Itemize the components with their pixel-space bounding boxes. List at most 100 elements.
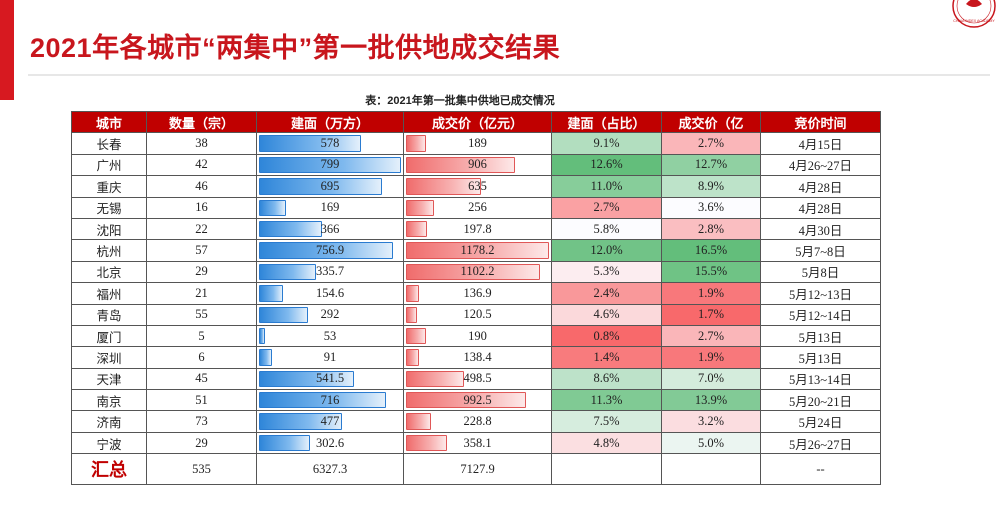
header-price: 成交价（亿元）: [403, 110, 552, 134]
cell-area-value: 169: [320, 200, 340, 215]
cell-price-value: 498.5: [463, 371, 492, 386]
price-databar: [406, 392, 526, 409]
cell-bid-time: 5月13日: [760, 324, 881, 348]
price-databar: [406, 306, 418, 323]
price-databar: [406, 327, 426, 345]
area-databar: [259, 434, 311, 452]
header-area: 建面（万方）: [256, 110, 404, 134]
total-area-share: [551, 453, 662, 486]
cell-price-share: 8.9%: [661, 175, 761, 198]
total-label: 汇总: [71, 453, 147, 486]
cell-price-value: 120.5: [463, 307, 492, 322]
total-count: 535: [146, 453, 257, 486]
cell-city: 北京: [71, 260, 147, 284]
cell-area-value: 91: [323, 349, 337, 364]
cell-area-value: 53: [323, 328, 337, 343]
cell-area: 716: [256, 389, 404, 412]
cell-count: 51: [146, 389, 257, 412]
total-price-share: [661, 453, 761, 486]
cell-price-share: 15.5%: [661, 260, 761, 284]
cell-city: 深圳: [71, 346, 147, 369]
cell-city: 重庆: [71, 175, 147, 198]
cell-price-value: 197.8: [463, 221, 492, 236]
land-supply-table: 城市 数量（宗） 建面（万方） 成交价（亿元） 建面（占比） 成交价（亿 竞价时…: [71, 110, 881, 486]
cell-price-share: 16.5%: [661, 239, 761, 262]
cell-count: 16: [146, 196, 257, 219]
cell-area: 335.7: [256, 260, 404, 284]
cell-area-value: 541.5: [315, 371, 345, 386]
academy-logo: CHINA INDEX ACADEMY: [948, 0, 998, 40]
cell-city: 宁波: [71, 431, 147, 455]
cell-count: 6: [146, 346, 257, 369]
cell-price-share: 1.7%: [661, 303, 761, 326]
cell-count: 29: [146, 260, 257, 284]
area-databar: [259, 135, 361, 152]
title-divider: [28, 74, 990, 76]
table-row: 济南 73 477 228.8 7.5% 3.2% 5月24日: [71, 410, 881, 433]
cell-area: 154.6: [256, 282, 404, 305]
cell-price: 190: [403, 324, 552, 348]
cell-city: 天津: [71, 367, 147, 391]
area-databar: [259, 392, 386, 409]
area-databar: [259, 370, 354, 388]
cell-count: 42: [146, 153, 257, 177]
cell-count: 38: [146, 132, 257, 155]
area-databar: [259, 242, 394, 259]
cell-bid-time: 5月13~14日: [760, 367, 881, 391]
price-databar: [406, 220, 427, 238]
area-databar: [259, 306, 309, 323]
cell-price-share: 3.2%: [661, 410, 761, 433]
table-row: 长春 38 578 189 9.1% 2.7% 4月15日: [71, 132, 881, 155]
cell-count: 5: [146, 324, 257, 348]
total-bid-time: --: [760, 453, 881, 486]
area-databar: [259, 349, 272, 366]
cell-price-share: 7.0%: [661, 367, 761, 391]
cell-city: 福州: [71, 282, 147, 305]
cell-area-share: 11.0%: [551, 175, 662, 198]
table-row: 宁波 29 302.6 358.1 4.8% 5.0% 5月26~27日: [71, 431, 881, 455]
cell-area: 366: [256, 217, 404, 241]
cell-count: 22: [146, 217, 257, 241]
cell-bid-time: 5月12~13日: [760, 282, 881, 305]
cell-area-share: 11.3%: [551, 389, 662, 412]
cell-area-share: 9.1%: [551, 132, 662, 155]
table-row: 深圳 6 91 138.4 1.4% 1.9% 5月13日: [71, 346, 881, 369]
cell-city: 长春: [71, 132, 147, 155]
cell-price: 228.8: [403, 410, 552, 433]
cell-bid-time: 4月30日: [760, 217, 881, 241]
area-databar: [259, 156, 401, 174]
cell-price: 906: [403, 153, 552, 177]
cell-area-share: 2.7%: [551, 196, 662, 219]
cell-area-share: 0.8%: [551, 324, 662, 348]
cell-price: 1102.2: [403, 260, 552, 284]
cell-area-value: 477: [320, 414, 340, 429]
cell-area-share: 7.5%: [551, 410, 662, 433]
cell-price-value: 358.1: [463, 435, 492, 450]
cell-price-value: 906: [468, 157, 487, 172]
header-city: 城市: [71, 110, 147, 134]
table-row: 沈阳 22 366 197.8 5.8% 2.8% 4月30日: [71, 217, 881, 241]
price-databar: [406, 242, 549, 259]
cell-area-share: 4.8%: [551, 431, 662, 455]
slide-title: 2021年各城市“两集中”第一批供地成交结果: [30, 33, 561, 63]
price-databar: [406, 285, 420, 302]
cell-area: 695: [256, 175, 404, 198]
cell-price: 992.5: [403, 389, 552, 412]
cell-count: 29: [146, 431, 257, 455]
cell-area-share: 12.0%: [551, 239, 662, 262]
table-row: 厦门 5 53 190 0.8% 2.7% 5月13日: [71, 324, 881, 348]
cell-price-value: 1102.2: [460, 264, 495, 279]
cell-area: 578: [256, 132, 404, 155]
cell-area: 541.5: [256, 367, 404, 391]
cell-price: 197.8: [403, 217, 552, 241]
cell-area-share: 8.6%: [551, 367, 662, 391]
cell-count: 73: [146, 410, 257, 433]
price-databar: [406, 263, 540, 281]
cell-city: 南京: [71, 389, 147, 412]
area-databar: [259, 413, 343, 430]
cell-price: 358.1: [403, 431, 552, 455]
price-databar: [406, 370, 465, 388]
cell-bid-time: 5月12~14日: [760, 303, 881, 326]
cell-area: 302.6: [256, 431, 404, 455]
cell-price-value: 228.8: [463, 414, 492, 429]
